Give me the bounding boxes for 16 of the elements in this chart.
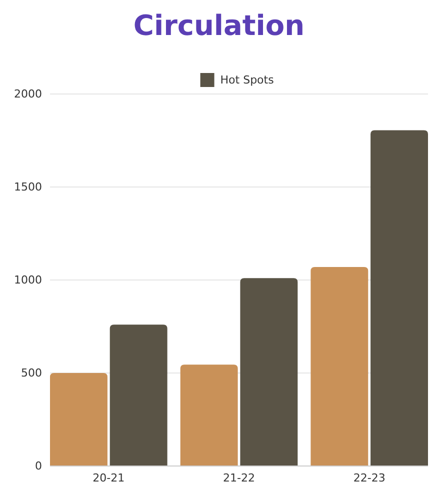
x-tick-label: 22-23 (353, 472, 386, 484)
bar (110, 324, 168, 466)
y-tick-label: 1000 (14, 274, 42, 286)
legend-label: Hot Spots (220, 74, 274, 86)
x-tick-label: 20-21 (92, 472, 125, 484)
bar (180, 364, 238, 466)
y-tick-label: 2000 (14, 88, 42, 100)
y-tick-label: 1500 (14, 180, 42, 194)
chart-title: Circulation (133, 9, 305, 42)
y-tick-label: 0 (35, 460, 42, 472)
bar (370, 130, 428, 466)
y-tick-label: 500 (21, 366, 42, 380)
bar (310, 266, 368, 466)
bar (240, 278, 298, 466)
bar (50, 373, 108, 466)
x-tick-label: 21-22 (223, 472, 255, 484)
